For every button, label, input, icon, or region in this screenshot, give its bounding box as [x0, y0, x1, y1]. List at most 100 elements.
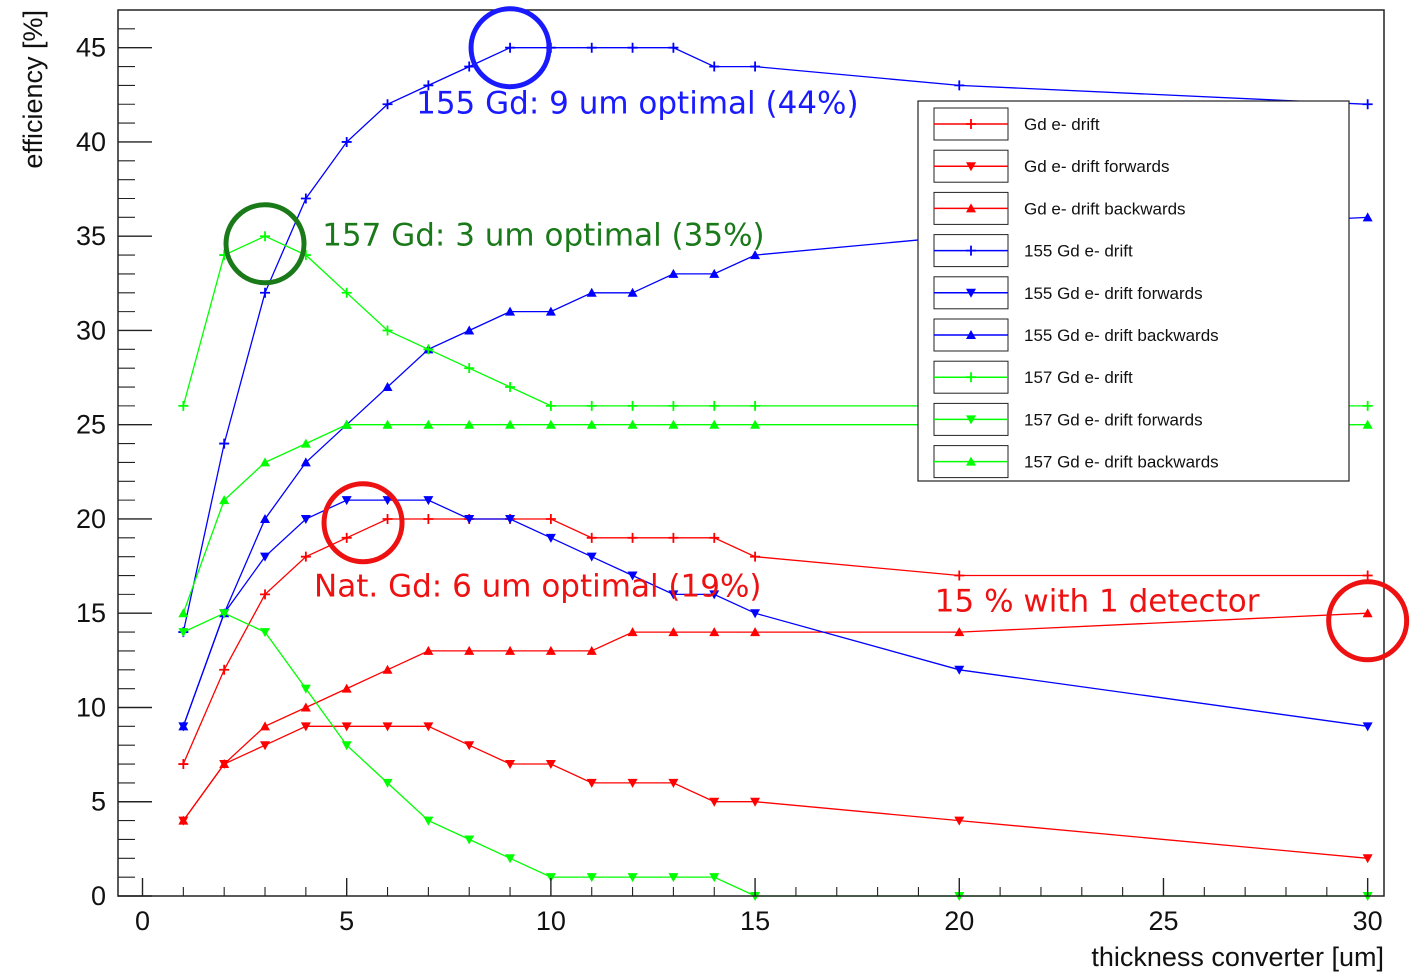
data-point	[423, 344, 434, 355]
data-point	[709, 627, 720, 637]
data-point	[423, 419, 434, 429]
data-point	[382, 325, 393, 336]
data-point	[545, 873, 556, 883]
data-point	[382, 496, 393, 506]
legend-label: Gd e- drift forwards	[1024, 157, 1170, 176]
data-point	[219, 609, 230, 619]
data-point	[300, 438, 311, 448]
data-point	[709, 590, 720, 600]
data-point	[382, 664, 393, 674]
x-axis-title: thickness converter [um]	[1091, 942, 1384, 972]
data-point	[341, 683, 352, 693]
data-point	[260, 552, 271, 562]
data-point	[260, 287, 271, 298]
legend: Gd e- drift Gd e- drift forwards Gd e- dri…	[917, 100, 1350, 482]
data-point	[300, 684, 311, 694]
data-point	[545, 400, 556, 411]
data-point	[260, 231, 271, 242]
data-point	[668, 42, 679, 53]
data-point	[750, 627, 761, 637]
annotation-label: 15 % with 1 detector	[935, 583, 1260, 619]
data-point	[750, 551, 761, 562]
data-point	[668, 532, 679, 543]
legend-entry: Gd e- drift backwards	[933, 191, 1186, 225]
data-point	[668, 400, 679, 411]
legend-entry: Gd e- drift	[933, 107, 1100, 141]
plot-frame	[117, 9, 1385, 897]
y-tick-label: 45	[76, 33, 106, 63]
data-point	[260, 589, 271, 600]
data-point	[545, 513, 556, 524]
data-point	[219, 495, 230, 505]
annotation: 157 Gd: 3 um optimal (35%)	[223, 202, 765, 286]
data-point	[423, 496, 434, 506]
data-point	[260, 457, 271, 467]
data-point	[586, 532, 597, 543]
data-point	[954, 665, 965, 675]
data-point	[341, 419, 352, 429]
legend-marker	[966, 330, 976, 339]
legend-label: 157 Gd e- drift forwards	[1024, 410, 1203, 429]
legend-entry: 155 Gd e- drift	[933, 234, 1133, 268]
data-point	[750, 419, 761, 429]
data-point	[586, 400, 597, 411]
data-point	[178, 815, 189, 825]
data-point	[464, 514, 475, 524]
data-point	[1362, 854, 1373, 864]
legend-label: 155 Gd e- drift forwards	[1024, 284, 1203, 303]
data-point	[1362, 608, 1373, 618]
data-point	[954, 627, 965, 637]
data-point	[178, 759, 189, 770]
data-point	[1362, 400, 1373, 411]
data-point	[709, 419, 720, 429]
x-tick-label: 10	[536, 906, 566, 936]
data-point	[1362, 722, 1373, 732]
y-tick-label: 5	[91, 787, 106, 817]
annotations: 155 Gd: 9 um optimal (44%) 157 Gd: 3 um o…	[223, 6, 1410, 663]
data-point	[423, 645, 434, 655]
data-point	[382, 513, 393, 524]
data-point	[1362, 212, 1373, 222]
data-point	[341, 287, 352, 298]
data-point	[300, 702, 311, 712]
y-tick-label: 0	[91, 881, 106, 911]
data-point	[300, 193, 311, 204]
data-point	[464, 835, 475, 845]
data-point	[178, 628, 189, 638]
data-point	[709, 61, 720, 72]
legend-marker	[966, 415, 976, 425]
data-point	[260, 628, 271, 638]
data-point	[709, 873, 720, 883]
data-point	[709, 797, 720, 807]
data-point	[382, 778, 393, 788]
data-point	[300, 457, 311, 467]
highlight-circle	[223, 202, 307, 286]
series-3	[178, 608, 1373, 825]
highlight-circle	[468, 6, 552, 90]
legend-entry: 157 Gd e- drift forwards	[933, 402, 1203, 436]
data-point	[219, 438, 230, 449]
data-point	[750, 609, 761, 619]
legend-marker	[966, 288, 976, 298]
annotation-label: 157 Gd: 3 um optimal (35%)	[322, 218, 764, 254]
data-point	[627, 400, 638, 411]
y-tick-label: 10	[76, 692, 106, 722]
data-point	[668, 419, 679, 429]
data-point	[709, 400, 720, 411]
data-point	[219, 664, 230, 675]
data-point	[505, 760, 516, 770]
data-point	[586, 645, 597, 655]
data-point	[464, 325, 475, 335]
data-point	[219, 759, 230, 769]
legend-marker	[966, 162, 976, 172]
legend-marker	[966, 372, 976, 383]
x-tick-label: 0	[135, 906, 150, 936]
data-point	[627, 419, 638, 429]
data-point	[1362, 570, 1373, 581]
data-point	[505, 42, 516, 53]
data-point	[505, 306, 516, 316]
data-point	[1362, 419, 1373, 429]
data-point	[382, 99, 393, 110]
data-point	[545, 760, 556, 770]
